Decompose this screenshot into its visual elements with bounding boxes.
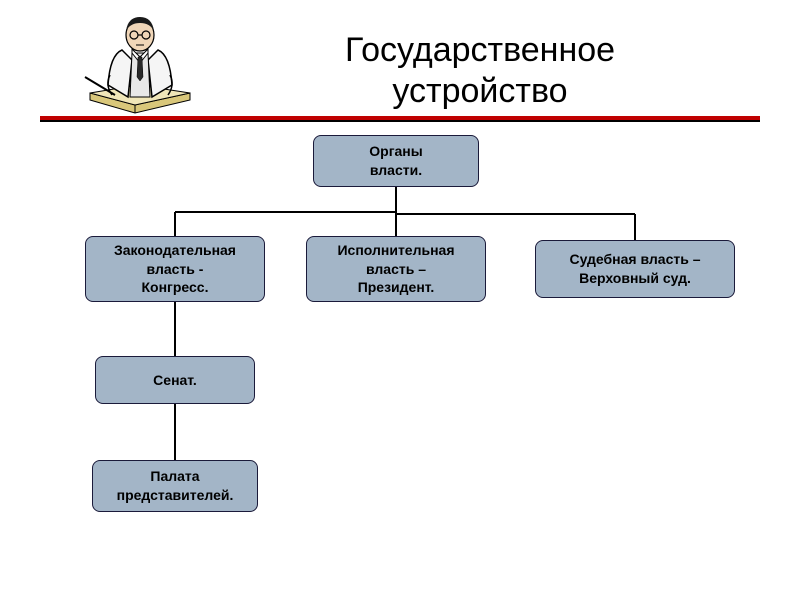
connector xyxy=(174,404,176,432)
connector xyxy=(174,432,176,460)
connector xyxy=(634,214,636,241)
node-leg: Законодательнаявласть -Конгресс. xyxy=(85,236,265,302)
node-house: Палатапредставителей. xyxy=(92,460,258,512)
divider-black xyxy=(40,120,760,122)
connector xyxy=(174,329,176,356)
connector xyxy=(396,213,635,215)
connector xyxy=(174,212,176,237)
clerk-icon xyxy=(80,5,200,120)
node-root: Органывласти. xyxy=(313,135,479,187)
connector xyxy=(395,212,397,237)
node-jud: Судебная власть –Верховный суд. xyxy=(535,240,735,298)
connector xyxy=(395,187,397,214)
connector xyxy=(175,211,396,213)
connector xyxy=(174,302,176,329)
node-exec: Исполнительнаявласть –Президент. xyxy=(306,236,486,302)
title-line2: устройство xyxy=(392,72,567,110)
node-senate: Сенат. xyxy=(95,356,255,404)
page-title: Государственное устройство xyxy=(230,30,730,112)
title-line1: Государственное xyxy=(345,31,615,69)
